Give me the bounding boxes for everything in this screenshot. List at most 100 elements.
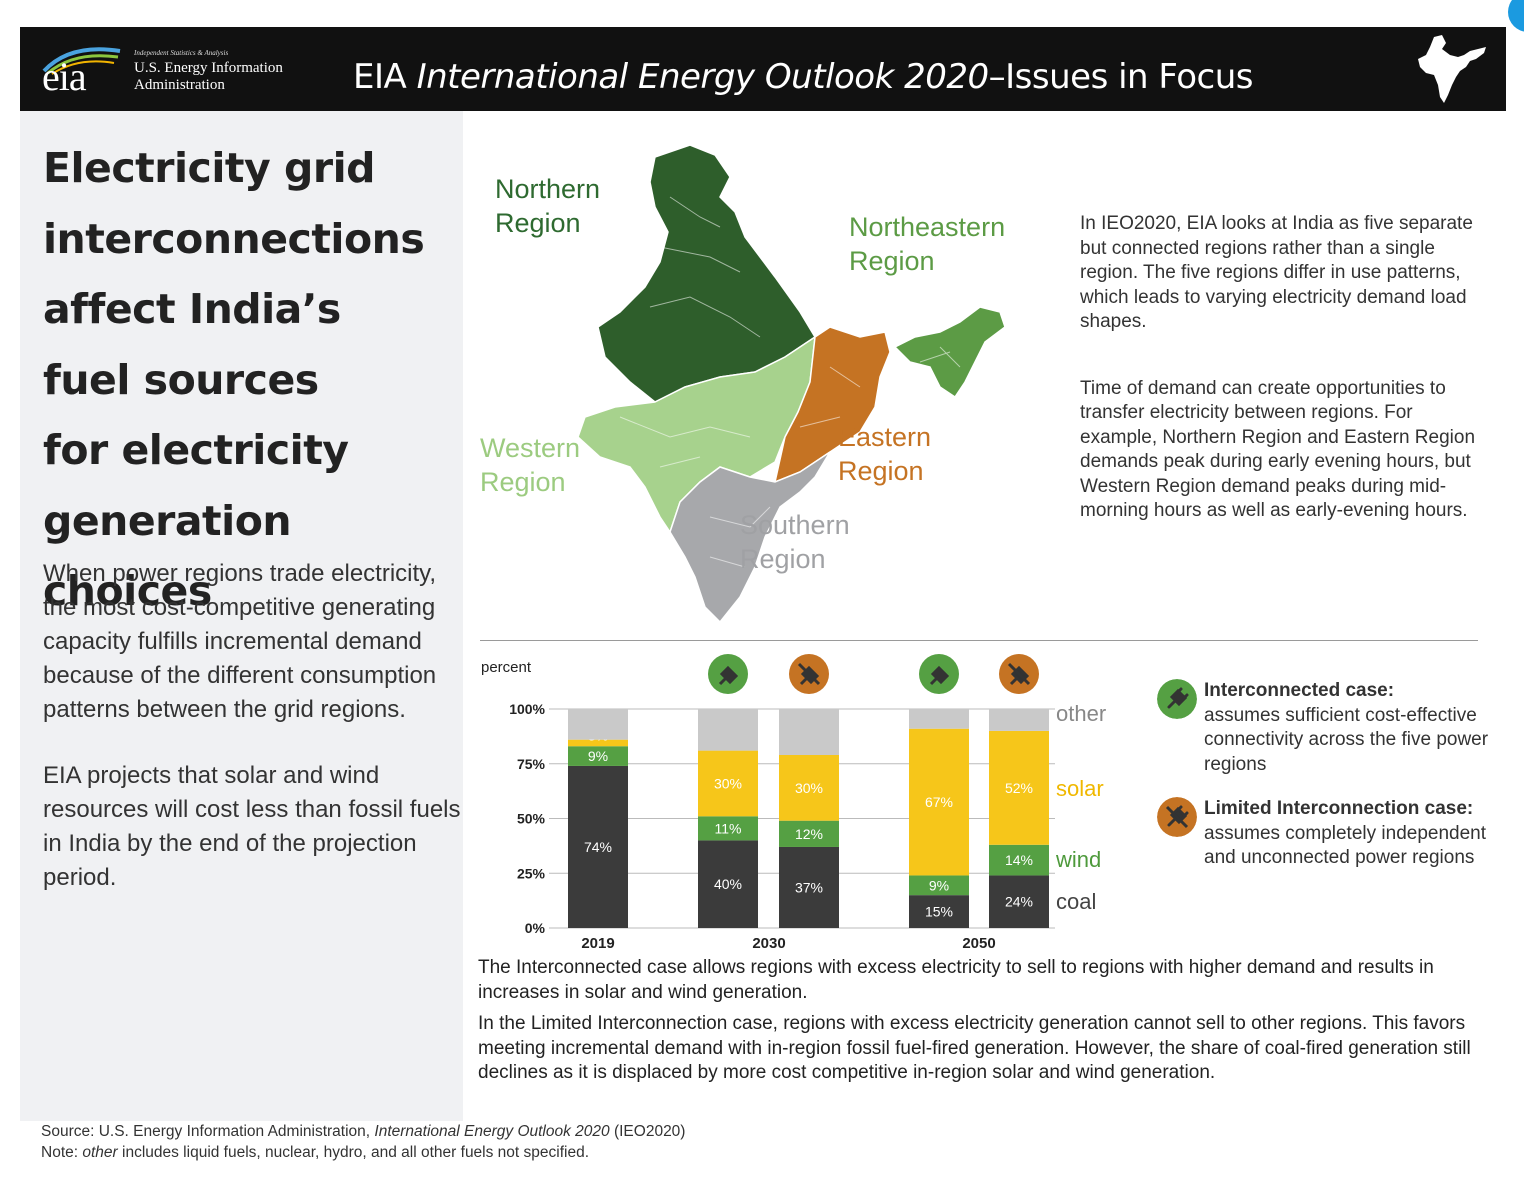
bar-segment-wind-2030 xyxy=(698,816,758,841)
bar-segment-wind-2050 xyxy=(909,875,969,896)
data-label-wind: 12% xyxy=(795,826,823,842)
note-italic: other xyxy=(82,1144,118,1161)
data-label-wind: 9% xyxy=(929,877,949,893)
data-label-coal: 24% xyxy=(1005,894,1033,910)
agency-name-line2: Administration xyxy=(134,77,225,93)
note-line: Note: other includes liquid fuels, nucle… xyxy=(41,1142,685,1163)
plug-disconnected-icon xyxy=(1157,797,1197,837)
label-southern-region: Southern Region xyxy=(740,510,850,574)
title-italic: International Energy Outlook 2020 xyxy=(416,57,990,97)
data-label-coal: 74% xyxy=(584,839,612,855)
x-group-label: 2050 xyxy=(962,935,995,952)
bar-segment-other-2050 xyxy=(909,709,969,729)
data-label-solar: 30% xyxy=(714,775,742,791)
header-bar: eia Independent Statistics & Analysis U.… xyxy=(20,27,1506,111)
y-tick-label: 75% xyxy=(517,756,546,772)
x-group-label: 2019 xyxy=(581,935,614,952)
title-suffix: –Issues in Focus xyxy=(988,57,1254,97)
legend-limited-text: Limited Interconnection case: assumes co… xyxy=(1204,797,1504,871)
plug-connected-icon xyxy=(1157,679,1197,719)
bar-segment-solar-2050 xyxy=(909,728,969,876)
infographic: eia Independent Statistics & Analysis U.… xyxy=(20,27,1506,1177)
y-tick-label: 100% xyxy=(509,701,545,717)
series-label-other: other xyxy=(1056,701,1107,726)
bar-segment-coal-2019 xyxy=(568,765,628,928)
title-line: for electricity xyxy=(43,426,349,474)
legend-limited-title: Limited Interconnection case: xyxy=(1204,798,1474,819)
bar-segment-wind-2030 xyxy=(779,820,839,847)
agency-name: U.S. Energy Information Administration xyxy=(134,60,324,94)
label-eastern-region: Eastern Region xyxy=(838,422,932,486)
source-suffix: (IEO2020) xyxy=(609,1123,686,1140)
bar-segment-other-2030 xyxy=(779,709,839,755)
y-tick-label: 25% xyxy=(517,865,546,881)
note-suffix: includes liquid fuels, nuclear, hydro, a… xyxy=(117,1144,590,1161)
bar-segment-coal-2030 xyxy=(779,846,839,928)
bar-segment-coal-2030 xyxy=(698,840,758,928)
data-label-solar: 67% xyxy=(925,794,953,810)
right-description: In IEO2020, EIA looks at India as five s… xyxy=(1080,212,1480,566)
map-region-eastern xyxy=(773,326,891,484)
plug-slash-icon xyxy=(797,662,821,686)
bar-segment-solar-2030 xyxy=(698,750,758,817)
legend-interconnected-desc: assumes sufficient cost-effective connec… xyxy=(1204,704,1489,775)
plug-slash-icon xyxy=(1007,662,1031,686)
data-label-coal: 37% xyxy=(795,879,823,895)
bar-segment-other-2030 xyxy=(698,709,758,751)
series-label-coal: coal xyxy=(1056,889,1097,914)
title-prefix: EIA xyxy=(353,57,417,97)
section-divider xyxy=(480,640,1478,641)
label-western-region: Western Region xyxy=(480,433,581,497)
y-axis-label: percent xyxy=(481,659,532,676)
bottom-description: The Interconnected case allows regions w… xyxy=(478,956,1478,1093)
left-paragraph-2: EIA projects that solar and wind resourc… xyxy=(43,762,461,891)
plug-icon xyxy=(929,665,950,686)
bar-segment-wind-2050 xyxy=(989,844,1049,876)
title-line: Electricity grid xyxy=(43,144,375,192)
bottom-paragraph-1: The Interconnected case allows regions w… xyxy=(478,957,1434,1003)
title-line: fuel sources xyxy=(43,355,319,404)
title-line: interconnections xyxy=(43,214,425,263)
y-tick-label: 50% xyxy=(517,811,546,827)
label-northern-region: Northern Region xyxy=(495,174,601,238)
eia-logo-swoosh-icon xyxy=(42,47,121,75)
title-line: affect India’s xyxy=(43,285,341,333)
bar-segment-solar-2050 xyxy=(989,730,1049,845)
label-northeastern-region: Northeastern Region xyxy=(849,212,1006,276)
data-label-coal: 15% xyxy=(925,904,953,920)
series-label-wind: wind xyxy=(1056,847,1102,872)
left-body-text: When power regions trade electricity, th… xyxy=(43,557,463,927)
bar-segment-wind-2019 xyxy=(568,746,628,766)
source-prefix: Source: U.S. Energy Information Administ… xyxy=(41,1123,375,1140)
plug-icon xyxy=(718,665,739,686)
data-label-solar: 30% xyxy=(795,780,823,796)
right-paragraph-2: Time of demand can create opportunities … xyxy=(1080,377,1476,522)
bottom-paragraph-2: In the Limited Interconnection case, reg… xyxy=(478,1013,1471,1083)
agency-name-line1: U.S. Energy Information xyxy=(134,60,283,76)
data-label-solar: 52% xyxy=(1005,780,1033,796)
source-note: Source: U.S. Energy Information Administ… xyxy=(41,1121,685,1163)
y-tick-label: 0% xyxy=(525,920,546,936)
series-label-solar: solar xyxy=(1056,776,1104,801)
title-line: generation choices xyxy=(43,496,292,616)
data-label-coal: 40% xyxy=(714,876,742,892)
eia-logo-text: eia xyxy=(42,54,87,99)
x-group-label: 2030 xyxy=(752,935,785,952)
left-paragraph-1: When power regions trade electricity, th… xyxy=(43,560,437,723)
map-region-southern xyxy=(669,451,831,624)
bar-segment-other-2050 xyxy=(989,709,1049,731)
bar-segment-solar-2030 xyxy=(779,754,839,821)
right-paragraph-1: In IEO2020, EIA looks at India as five s… xyxy=(1080,213,1473,332)
main-title: Electricity grid interconnections affect… xyxy=(43,133,473,627)
header-title: EIA International Energy Outlook 2020–Is… xyxy=(353,57,1254,97)
source-line: Source: U.S. Energy Information Administ… xyxy=(41,1121,685,1142)
data-label-wind: 11% xyxy=(715,820,742,836)
bar-segment-coal-2050 xyxy=(909,895,969,928)
corner-indicator xyxy=(1508,0,1524,32)
note-prefix: Note: xyxy=(41,1144,83,1161)
bar-segment-other-2019 xyxy=(568,709,628,740)
left-panel: Electricity grid interconnections affect… xyxy=(20,111,463,1121)
data-label-wind: 14% xyxy=(1005,852,1033,868)
bar-segment-solar-2019 xyxy=(568,739,628,747)
agency-tagline: Independent Statistics & Analysis xyxy=(134,49,229,57)
